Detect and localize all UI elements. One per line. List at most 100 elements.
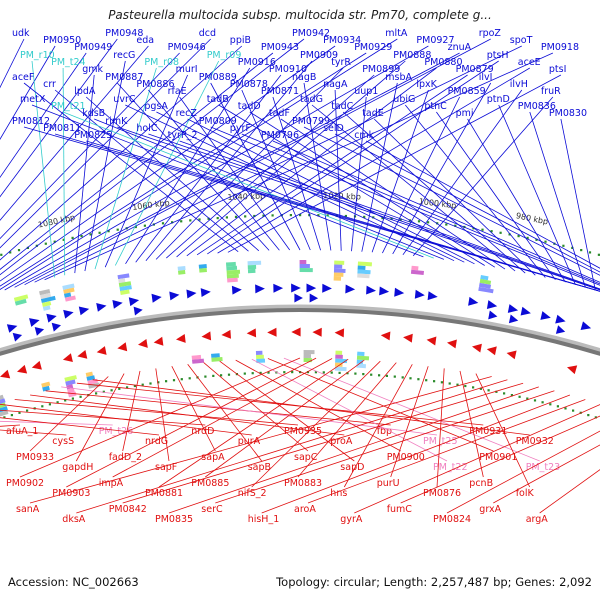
forward-gene-label[interactable]: mltA xyxy=(385,28,408,39)
forward-gene-label[interactable]: ilvH xyxy=(510,79,528,90)
reverse-gene-arrow[interactable] xyxy=(62,353,73,362)
forward-gene-label[interactable]: eda xyxy=(136,35,154,46)
reverse-gene-arrow[interactable] xyxy=(31,360,42,370)
reverse-gene-label[interactable]: PM0881 xyxy=(145,488,183,499)
reverse-gene-arrow[interactable] xyxy=(506,350,517,360)
reverse-gene-label[interactable]: sapC xyxy=(294,452,318,463)
forward-gene-label[interactable]: aceE xyxy=(518,57,541,68)
reverse-gene-label[interactable]: fumC xyxy=(387,504,413,515)
forward-gene-arrow[interactable] xyxy=(520,306,531,316)
forward-gene-label[interactable]: PM_t24 xyxy=(51,57,86,68)
reverse-gene-label[interactable]: PM0931 xyxy=(469,426,507,437)
forward-gene-arrow[interactable] xyxy=(508,314,519,324)
forward-gene-label[interactable]: PM0918 xyxy=(541,42,579,53)
forward-gene-arrow[interactable] xyxy=(540,311,551,320)
forward-gene-label[interactable]: holC xyxy=(136,123,157,134)
forward-gene-arrow[interactable] xyxy=(133,306,143,316)
forward-gene-arrow[interactable] xyxy=(345,284,356,294)
reverse-gene-arrow[interactable] xyxy=(221,329,231,339)
reverse-gene-arrow[interactable] xyxy=(77,350,88,359)
forward-gene-label[interactable]: PM0950 xyxy=(43,35,81,46)
forward-gene-label[interactable]: selD xyxy=(323,123,344,134)
forward-gene-arrow[interactable] xyxy=(309,293,319,303)
forward-gene-label[interactable]: ubiG xyxy=(393,94,415,105)
forward-gene-label[interactable]: PM0825 xyxy=(74,130,112,141)
reverse-gene-arrow[interactable] xyxy=(201,331,212,341)
forward-gene-label[interactable]: PM0910 xyxy=(269,64,307,75)
reverse-gene-label[interactable]: purU xyxy=(377,478,400,489)
forward-gene-label[interactable]: PM0809 xyxy=(199,116,237,127)
reverse-gene-arrow[interactable] xyxy=(472,343,482,353)
forward-gene-label[interactable]: PM0943 xyxy=(261,42,299,53)
forward-gene-label[interactable]: ppiB xyxy=(230,35,251,46)
forward-gene-label[interactable]: PM0799 xyxy=(292,116,330,127)
forward-gene-label[interactable]: tyrP_2 xyxy=(168,130,198,141)
forward-gene-label[interactable]: PM0796 xyxy=(261,130,299,141)
reverse-gene-label[interactable]: nrdD xyxy=(191,426,214,437)
forward-gene-label[interactable]: lpdA xyxy=(74,86,96,97)
forward-gene-label[interactable]: gmk xyxy=(82,64,103,75)
forward-gene-label[interactable]: msbA xyxy=(385,72,412,83)
forward-gene-label[interactable]: kdsB xyxy=(82,108,105,119)
reverse-gene-arrow[interactable] xyxy=(403,333,413,343)
reverse-gene-label[interactable]: grxA xyxy=(479,504,501,515)
forward-gene-label[interactable]: nagA xyxy=(323,79,348,90)
reverse-gene-label[interactable]: sapA xyxy=(201,452,225,463)
forward-gene-label[interactable]: metX xyxy=(20,94,46,105)
forward-gene-label[interactable]: PM0836 xyxy=(518,101,556,112)
forward-gene-label[interactable]: PM_r10 xyxy=(20,50,55,61)
forward-gene-label[interactable]: tadF xyxy=(269,108,290,119)
reverse-gene-label[interactable]: PM0901 xyxy=(479,452,517,463)
reverse-gene-arrow[interactable] xyxy=(0,369,11,379)
forward-gene-label[interactable]: PM0880 xyxy=(424,57,462,68)
forward-gene-label[interactable]: ptnC xyxy=(424,101,447,112)
reverse-gene-arrow[interactable] xyxy=(426,336,437,346)
forward-gene-arrow[interactable] xyxy=(427,291,438,301)
reverse-gene-arrow[interactable] xyxy=(267,327,277,337)
reverse-gene-label[interactable]: gapdH xyxy=(62,462,93,473)
forward-gene-arrow[interactable] xyxy=(555,325,566,334)
reverse-gene-label[interactable]: PM0883 xyxy=(284,478,322,489)
forward-gene-arrow[interactable] xyxy=(322,283,332,293)
forward-gene-label[interactable]: PM0886 xyxy=(136,79,174,90)
forward-gene-label[interactable]: ptsH xyxy=(487,50,509,61)
reverse-gene-arrow[interactable] xyxy=(312,327,322,337)
forward-gene-label[interactable]: tadD xyxy=(238,101,261,112)
forward-gene-label[interactable]: PM0927 xyxy=(416,35,454,46)
forward-gene-label[interactable]: PM0946 xyxy=(168,42,206,53)
forward-gene-label[interactable]: crr xyxy=(43,79,56,90)
reverse-gene-label[interactable]: purA xyxy=(238,436,261,447)
forward-gene-label[interactable]: PM0929 xyxy=(354,42,392,53)
forward-gene-label[interactable]: lpxK xyxy=(416,79,437,90)
forward-gene-label[interactable]: ptsI xyxy=(549,64,567,75)
reverse-gene-arrow[interactable] xyxy=(17,364,28,374)
reverse-gene-arrow[interactable] xyxy=(117,342,128,352)
forward-gene-arrow[interactable] xyxy=(294,293,303,303)
forward-gene-arrow[interactable] xyxy=(507,304,519,313)
forward-gene-label[interactable]: tyrR xyxy=(331,57,351,68)
forward-gene-label[interactable]: PM0916 xyxy=(238,57,276,68)
forward-gene-arrow[interactable] xyxy=(12,332,23,342)
reverse-gene-arrow[interactable] xyxy=(138,339,148,348)
forward-gene-label[interactable]: dcd xyxy=(199,28,216,39)
reverse-gene-label[interactable]: dksA xyxy=(62,514,85,525)
forward-gene-label[interactable]: cmk xyxy=(354,130,374,141)
forward-gene-label[interactable]: ilvI xyxy=(479,72,493,83)
reverse-gene-label[interactable]: proA xyxy=(330,436,353,447)
forward-gene-label[interactable]: recG xyxy=(113,50,135,61)
forward-gene-label[interactable]: PM_r09 xyxy=(207,50,242,61)
forward-gene-arrow[interactable] xyxy=(273,283,284,293)
forward-gene-label[interactable]: murI xyxy=(176,64,198,75)
forward-gene-label[interactable]: rimK xyxy=(105,116,128,127)
reverse-gene-label[interactable]: PM0902 xyxy=(6,478,44,489)
reverse-gene-label[interactable]: gyrA xyxy=(340,514,363,525)
reverse-gene-label[interactable]: PM0932 xyxy=(516,436,554,447)
forward-gene-arrow[interactable] xyxy=(231,285,242,295)
forward-gene-arrow[interactable] xyxy=(468,296,479,306)
forward-gene-arrow[interactable] xyxy=(486,300,498,309)
forward-gene-label[interactable]: rfaE xyxy=(168,86,187,97)
forward-gene-arrow[interactable] xyxy=(580,321,592,330)
forward-gene-label[interactable]: uvrC xyxy=(113,94,136,105)
reverse-gene-label[interactable]: nrdG xyxy=(145,436,168,447)
reverse-gene-arrow[interactable] xyxy=(486,346,497,356)
